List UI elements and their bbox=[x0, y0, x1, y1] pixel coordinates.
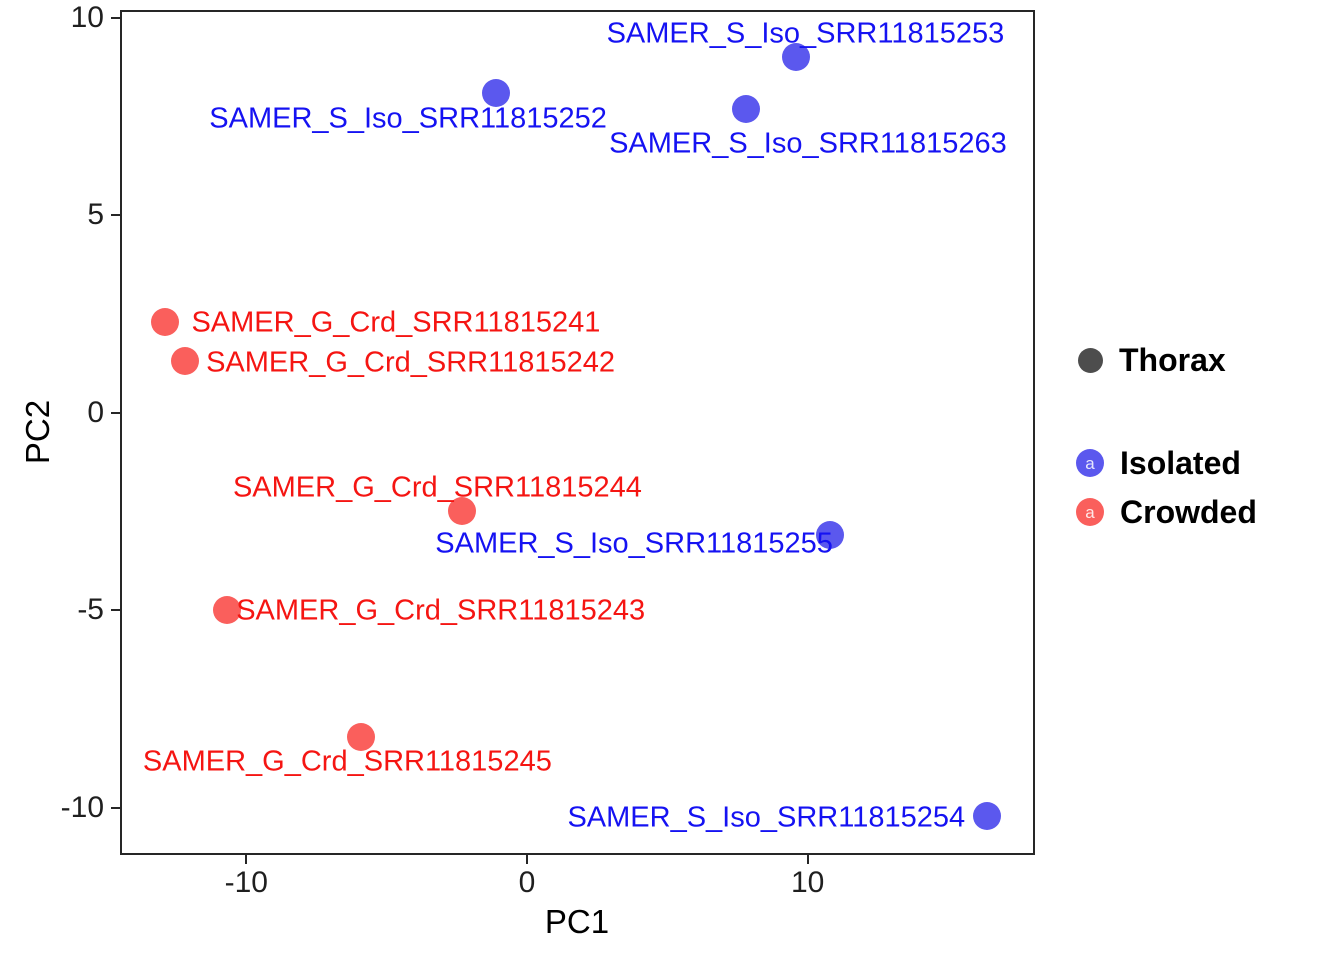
data-point bbox=[816, 521, 845, 550]
data-point bbox=[347, 722, 376, 751]
x-axis-tick-label: 10 bbox=[790, 866, 825, 899]
data-point-label: SAMER_S_Iso_SRR11815255 bbox=[435, 527, 833, 560]
data-point bbox=[782, 43, 811, 72]
y-axis-tick bbox=[111, 411, 120, 414]
x-axis-tick bbox=[245, 855, 248, 864]
y-axis-tick-label: 5 bbox=[87, 198, 104, 232]
data-point bbox=[482, 78, 511, 107]
data-point-label: SAMER_G_Crd_SRR11815245 bbox=[142, 745, 552, 778]
plot-panel bbox=[120, 10, 1035, 855]
x-axis-tick bbox=[525, 855, 528, 864]
legend-entry-isolated: a Isolated bbox=[1076, 443, 1241, 483]
data-point bbox=[150, 307, 179, 336]
y-axis-tick bbox=[111, 214, 120, 217]
y-axis-tick-label: 0 bbox=[87, 395, 104, 429]
isolated-legend-dot-icon: a bbox=[1076, 449, 1104, 477]
data-point-label: SAMER_G_Crd_SRR11815244 bbox=[232, 471, 642, 504]
data-point-label: SAMER_S_Iso_SRR11815263 bbox=[609, 127, 1007, 160]
y-axis-tick bbox=[111, 609, 120, 612]
y-axis-tick bbox=[111, 16, 120, 19]
y-axis-tick-label: -5 bbox=[77, 593, 104, 627]
data-point bbox=[448, 497, 477, 526]
data-point-label: SAMER_S_Iso_SRR11815254 bbox=[567, 801, 966, 833]
data-point-label: SAMER_G_Crd_SRR11815242 bbox=[206, 346, 615, 379]
y-axis-tick bbox=[111, 806, 120, 809]
x-axis-tick-label: 0 bbox=[518, 866, 536, 899]
data-point bbox=[973, 801, 1002, 830]
x-axis-title: PC1 bbox=[544, 903, 610, 940]
data-point-label: SAMER_G_Crd_SRR11815241 bbox=[191, 306, 601, 339]
y-axis-tick-label: 10 bbox=[70, 0, 104, 34]
thorax-legend-dot-icon bbox=[1078, 347, 1103, 373]
x-axis-tick-label: -10 bbox=[224, 866, 268, 899]
legend-entry-thorax: Thorax bbox=[1078, 340, 1226, 380]
legend-label-isolated: Isolated bbox=[1120, 444, 1241, 481]
legend-label-thorax: Thorax bbox=[1119, 341, 1226, 378]
data-point-label: SAMER_S_Iso_SRR11815253 bbox=[606, 17, 1005, 50]
crowded-legend-dot-icon: a bbox=[1076, 498, 1104, 526]
data-point bbox=[212, 596, 241, 625]
data-point-label: SAMER_S_Iso_SRR11815252 bbox=[209, 102, 607, 135]
data-point bbox=[170, 347, 199, 376]
data-point-label: SAMER_G_Crd_SRR11815243 bbox=[236, 594, 646, 627]
legend-entry-crowded: a Crowded bbox=[1076, 492, 1257, 532]
y-axis-tick-label: -10 bbox=[60, 790, 104, 824]
x-axis-tick bbox=[806, 855, 809, 864]
legend-label-crowded: Crowded bbox=[1120, 493, 1257, 530]
data-point bbox=[731, 94, 760, 123]
